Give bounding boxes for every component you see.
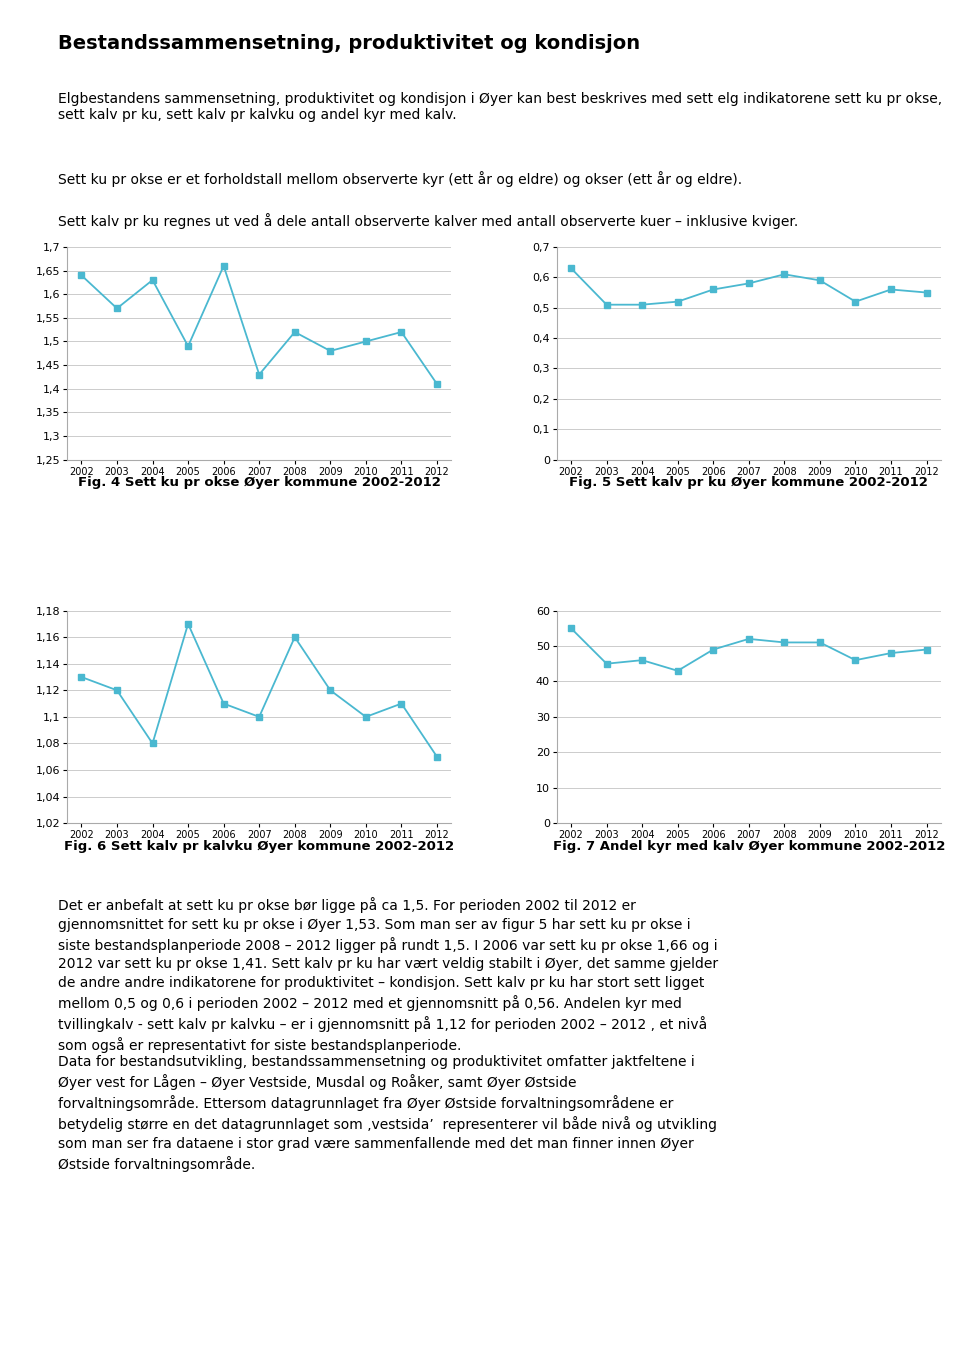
Text: Bestandssammensetning, produktivitet og kondisjon: Bestandssammensetning, produktivitet og … — [58, 34, 639, 54]
Text: Det er anbefalt at sett ku pr okse bør ligge på ca 1,5. For perioden 2002 til 20: Det er anbefalt at sett ku pr okse bør l… — [58, 897, 718, 1052]
Text: Sett ku pr okse er et forholdstall mellom observerte kyr (ett år og eldre) og ok: Sett ku pr okse er et forholdstall mello… — [58, 172, 742, 188]
Text: Fig. 6 Sett kalv pr kalvku Øyer kommune 2002-2012: Fig. 6 Sett kalv pr kalvku Øyer kommune … — [64, 840, 454, 852]
Text: Fig. 7 Andel kyr med kalv Øyer kommune 2002-2012: Fig. 7 Andel kyr med kalv Øyer kommune 2… — [553, 840, 945, 852]
Text: Fig. 4 Sett ku pr okse Øyer kommune 2002-2012: Fig. 4 Sett ku pr okse Øyer kommune 2002… — [78, 476, 441, 488]
Text: Sett kalv pr ku regnes ut ved å dele antall observerte kalver med antall observe: Sett kalv pr ku regnes ut ved å dele ant… — [58, 213, 798, 229]
Text: Data for bestandsutvikling, bestandssammensetning og produktivitet omfatter jakt: Data for bestandsutvikling, bestandssamm… — [58, 1055, 716, 1172]
Text: Fig. 5 Sett kalv pr ku Øyer kommune 2002-2012: Fig. 5 Sett kalv pr ku Øyer kommune 2002… — [569, 476, 928, 488]
Text: Elgbestandens sammensetning, produktivitet og kondisjon i Øyer kan best beskrive: Elgbestandens sammensetning, produktivit… — [58, 92, 942, 122]
